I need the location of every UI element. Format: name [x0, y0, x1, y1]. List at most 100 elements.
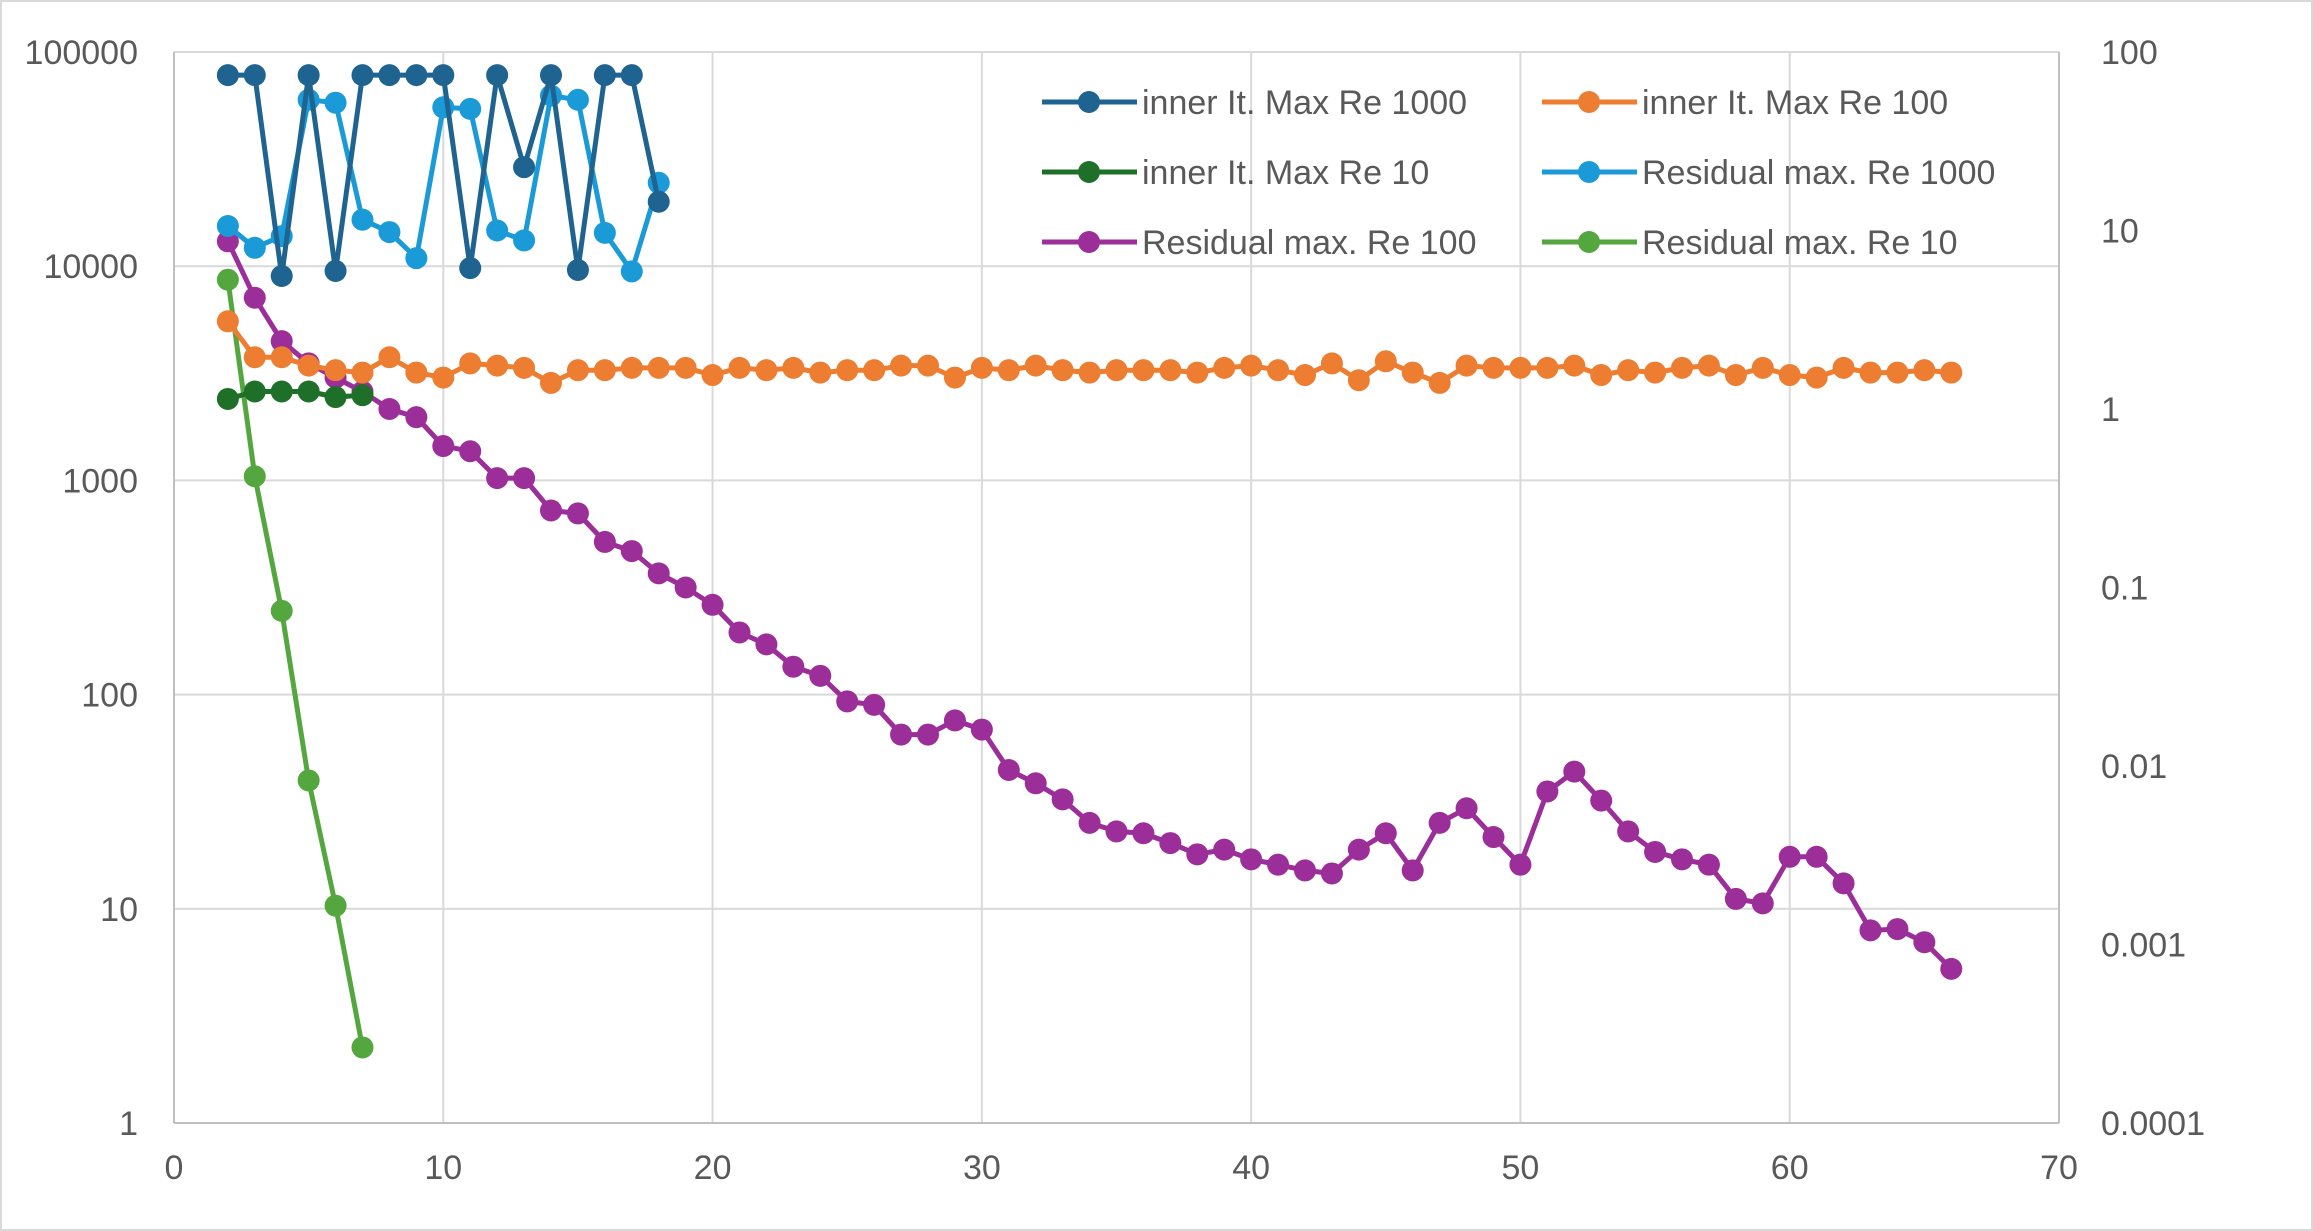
data-point	[1240, 354, 1263, 377]
data-point	[459, 440, 482, 463]
data-point	[1751, 892, 1774, 915]
data-point	[1347, 369, 1370, 392]
data-point	[351, 208, 374, 231]
legend-label: Residual max. Re 1000	[1642, 154, 1995, 192]
x-tick-label: 10	[424, 1149, 462, 1187]
data-point	[432, 435, 455, 458]
legend-item[interactable]: Residual max. Re 10	[1542, 224, 1958, 262]
data-point	[270, 380, 293, 403]
legend-item[interactable]: inner It. Max Re 100	[1542, 84, 1948, 122]
data-point	[566, 502, 589, 525]
y-right-tick-label: 0.1	[2101, 570, 2148, 608]
data-point	[486, 467, 509, 490]
data-point	[728, 356, 751, 379]
data-point	[593, 64, 616, 87]
x-tick-label: 70	[2040, 1149, 2078, 1187]
data-point	[324, 894, 347, 917]
data-point	[1509, 853, 1532, 876]
data-point	[997, 758, 1020, 781]
data-point	[324, 259, 347, 282]
data-point	[620, 356, 643, 379]
data-point	[297, 380, 320, 403]
y-right-tick-label: 100	[2101, 34, 2158, 72]
data-point	[1024, 772, 1047, 795]
series-inner-it-max-re-10	[216, 380, 374, 410]
data-point	[270, 346, 293, 369]
axes: 1 10 100 1000 10000 100000 0 10 20 30 40 50 60 70 0.00…	[25, 34, 2205, 1187]
data-point	[540, 371, 562, 394]
data-point	[1159, 832, 1182, 855]
data-point	[1913, 931, 1936, 954]
data-point	[1105, 359, 1128, 382]
series-inner-it-max-re-1000	[216, 64, 670, 288]
data-point	[1536, 780, 1559, 803]
legend-item[interactable]: inner It. Max Re 10	[1042, 154, 1429, 192]
data-point	[1267, 853, 1290, 876]
data-point	[836, 690, 859, 713]
data-point	[566, 359, 589, 382]
data-point	[324, 359, 347, 382]
data-point	[459, 97, 482, 120]
data-point	[270, 265, 293, 288]
data-point	[970, 718, 993, 741]
data-point	[1859, 919, 1882, 942]
data-point	[1024, 354, 1047, 377]
data-point	[405, 247, 428, 270]
data-point	[378, 346, 401, 369]
data-point	[1105, 820, 1128, 843]
data-point	[1671, 356, 1693, 379]
data-point	[782, 356, 805, 379]
legend-item[interactable]: Residual max. Re 100	[1042, 224, 1477, 262]
data-point	[540, 499, 562, 522]
data-point	[1078, 811, 1101, 834]
data-point	[270, 599, 293, 622]
data-point	[1132, 822, 1155, 845]
data-point	[324, 91, 347, 114]
data-point	[701, 593, 724, 616]
data-point	[1428, 811, 1451, 834]
data-point	[378, 221, 401, 244]
data-point	[243, 465, 266, 488]
data-point	[486, 219, 509, 242]
data-point	[1563, 760, 1586, 783]
data-point	[1805, 366, 1828, 389]
y-right-tick-label: 10	[2101, 213, 2139, 251]
data-point	[297, 354, 320, 377]
legend-item[interactable]: inner It. Max Re 1000	[1042, 84, 1467, 122]
data-point	[970, 356, 993, 379]
data-point	[1590, 364, 1613, 387]
y-right-tick-label: 0.01	[2101, 748, 2167, 786]
data-point	[351, 361, 374, 384]
data-point	[1401, 859, 1424, 882]
data-point	[540, 64, 562, 87]
data-point	[1078, 361, 1101, 384]
data-point	[620, 64, 643, 87]
series-line	[225, 279, 365, 1048]
legend: inner It. Max Re 1000 inner It. Max Re 10…	[1042, 84, 1995, 262]
data-point	[1267, 359, 1290, 382]
x-tick-label: 40	[1232, 1149, 1270, 1187]
data-point	[1374, 350, 1397, 373]
data-point	[1213, 838, 1236, 861]
data-point	[755, 359, 778, 382]
data-point	[1778, 364, 1801, 387]
y-right-tick-label: 0.0001	[2101, 1105, 2205, 1143]
data-point	[1913, 359, 1936, 382]
legend-swatch-marker	[1578, 231, 1600, 253]
data-point	[243, 380, 266, 403]
data-point	[674, 356, 697, 379]
legend-item[interactable]: Residual max. Re 1000	[1542, 154, 1995, 192]
legend-swatch-marker	[1078, 91, 1100, 113]
data-point	[1051, 788, 1074, 811]
series-residual-max-re-10	[216, 268, 374, 1059]
data-point	[620, 540, 643, 563]
data-point	[1482, 826, 1505, 849]
data-point	[216, 310, 239, 333]
legend-label: inner It. Max Re 10	[1142, 154, 1429, 192]
data-point	[674, 576, 697, 599]
data-point	[1294, 859, 1316, 882]
data-point	[566, 258, 589, 281]
data-point	[593, 530, 616, 553]
data-point	[513, 356, 536, 379]
